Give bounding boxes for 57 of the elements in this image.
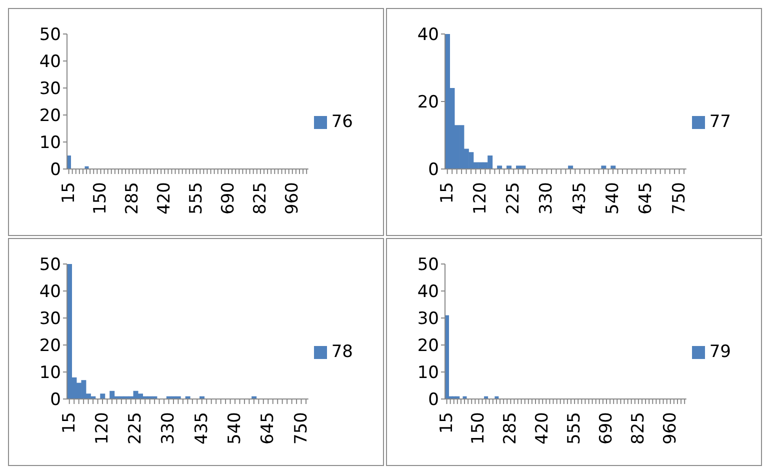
- y-tick-label: 0: [50, 160, 61, 180]
- x-tick-label: 330: [536, 182, 557, 214]
- legend-label: 76: [331, 112, 353, 132]
- x-tick-label: 15: [58, 182, 79, 204]
- y-tick-label: 40: [39, 52, 61, 72]
- x-tick-label: 150: [90, 182, 111, 214]
- x-tick-label: 960: [660, 412, 680, 444]
- y-tick-label: 0: [428, 390, 439, 410]
- x-tick-label: 15: [436, 412, 457, 434]
- y-tick-label: 30: [39, 309, 61, 330]
- x-tick-label: 225: [504, 182, 524, 214]
- x-tick-label: 645: [258, 412, 278, 444]
- y-tick-label: 0: [428, 160, 439, 180]
- x-tick-label: 540: [225, 412, 246, 444]
- x-tick-label: 825: [250, 182, 270, 214]
- y-tick-label: 40: [39, 282, 61, 302]
- y-tick-label: 50: [39, 25, 61, 46]
- x-tick-label: 690: [596, 412, 616, 444]
- x-tick-label: 960: [282, 182, 302, 214]
- y-tick-label: 20: [39, 336, 61, 356]
- x-tick-label: 825: [628, 412, 648, 444]
- y-tick-label: 10: [39, 363, 61, 384]
- y-tick-label: 30: [417, 309, 439, 330]
- x-tick-label: 750: [669, 182, 690, 214]
- y-tick-label: 20: [39, 106, 61, 126]
- x-tick-label: 225: [126, 412, 146, 444]
- x-tick-label: 555: [186, 182, 207, 214]
- x-tick-label: 435: [570, 182, 590, 214]
- x-tick-label: 555: [564, 412, 585, 444]
- y-tick-label: 50: [417, 255, 439, 276]
- y-tick-label: 20: [417, 92, 439, 113]
- y-tick-label: 10: [417, 363, 439, 384]
- x-tick-label: 330: [158, 412, 179, 444]
- x-tick-label: 750: [291, 412, 312, 444]
- legend-label: 77: [709, 112, 731, 132]
- x-tick-label: 435: [192, 412, 212, 444]
- x-tick-label: 540: [603, 182, 624, 214]
- legend-label: 78: [331, 342, 353, 362]
- y-tick-label: 50: [39, 255, 61, 276]
- x-tick-label: 15: [437, 182, 458, 204]
- y-tick-label: 40: [417, 282, 439, 302]
- x-tick-label: 420: [532, 412, 553, 444]
- x-tick-label: 690: [218, 182, 238, 214]
- x-tick-label: 120: [92, 412, 112, 444]
- x-tick-label: 420: [154, 182, 175, 214]
- x-tick-label: 285: [122, 182, 143, 214]
- legend-label: 79: [709, 342, 731, 362]
- x-tick-label: 645: [636, 182, 656, 214]
- y-tick-label: 40: [417, 25, 439, 46]
- x-tick-label: 15: [59, 412, 80, 434]
- x-tick-label: 120: [470, 182, 490, 214]
- y-tick-label: 20: [417, 336, 439, 356]
- y-tick-label: 0: [50, 390, 61, 410]
- y-tick-label: 10: [39, 133, 61, 154]
- x-tick-label: 150: [468, 412, 489, 444]
- x-tick-label: 285: [500, 412, 521, 444]
- y-tick-label: 30: [39, 79, 61, 100]
